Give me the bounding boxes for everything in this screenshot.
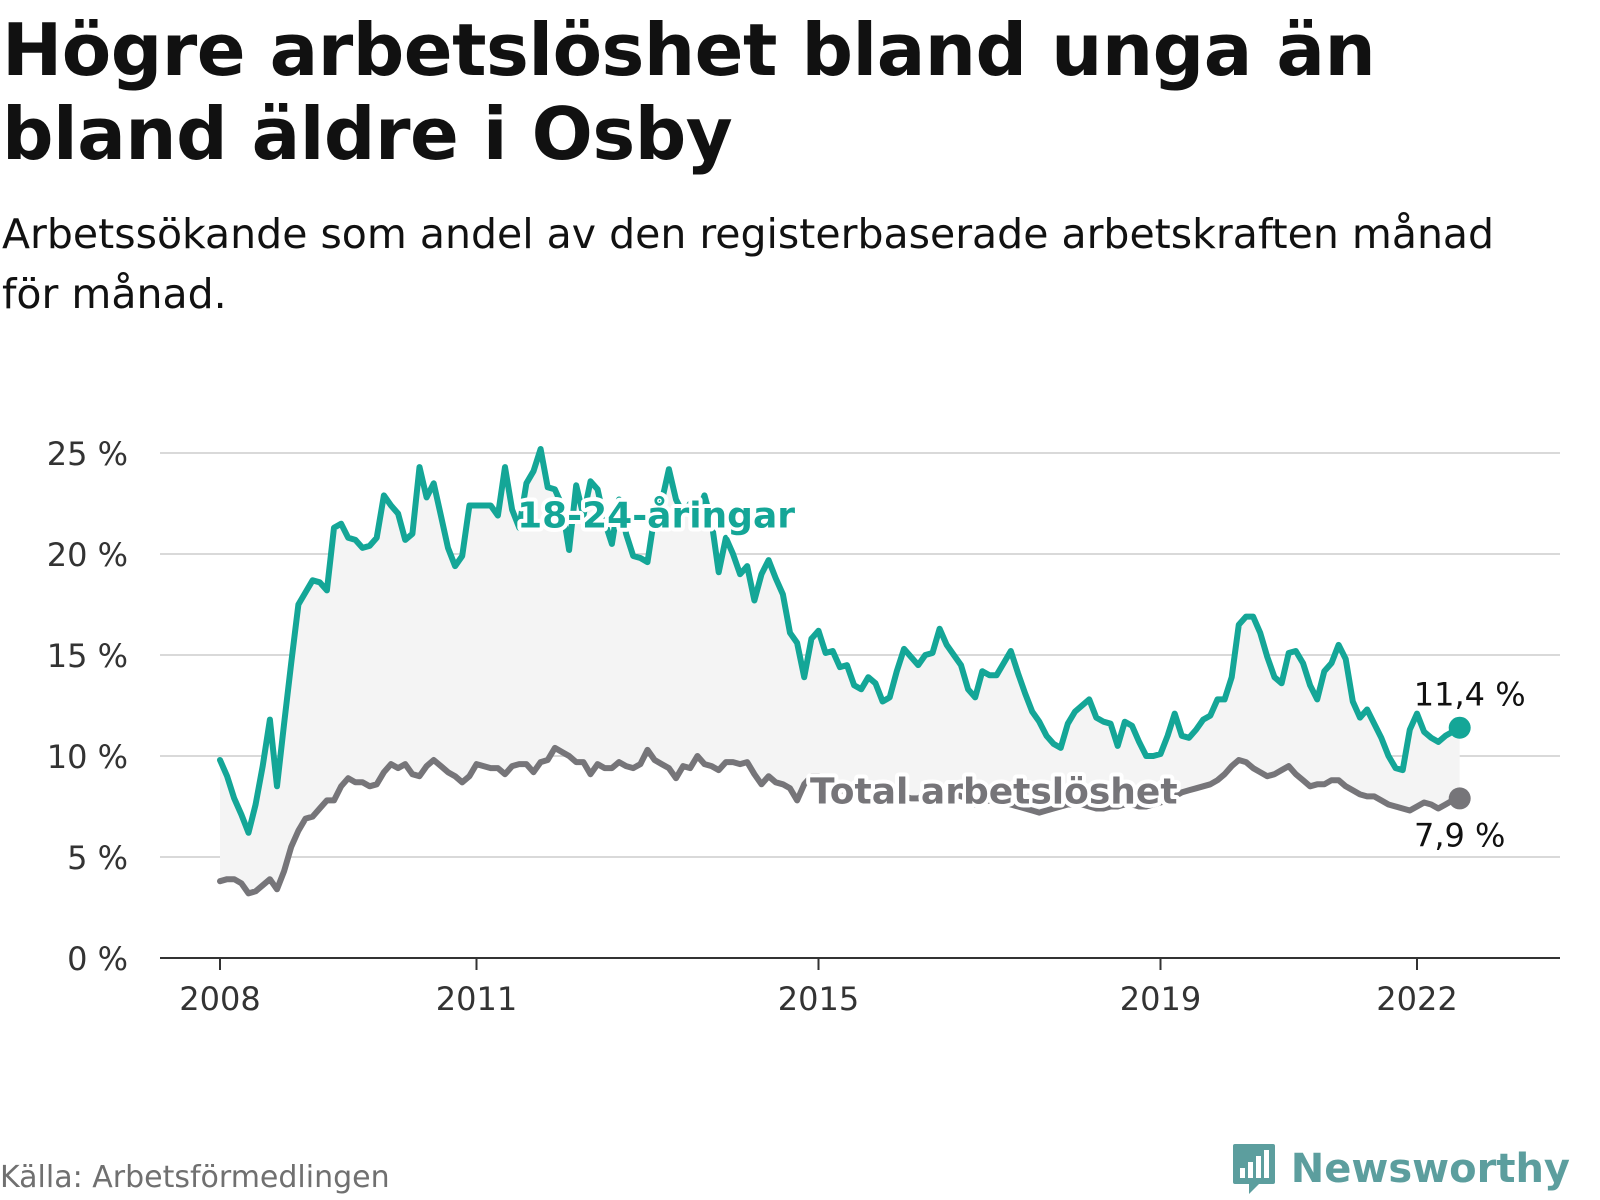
x-tick-label: 2008 <box>179 980 260 1018</box>
x-axis: 2008 2011 2015 2019 2022 <box>160 957 1560 1018</box>
brand-logo[interactable]: Newsworthy <box>1231 1142 1570 1196</box>
y-tick-label: 15 % <box>47 637 128 675</box>
y-tick-label: 20 % <box>47 536 128 574</box>
chart-subtitle: Arbetssökande som andel av den registerb… <box>2 210 1495 318</box>
end-point-total <box>1448 787 1471 810</box>
series-name-youth: 18-24-åringar <box>517 496 795 537</box>
series-lines <box>217 446 1471 897</box>
line-chart: 0 %5 %10 %15 %20 %25 % 2008 2011 2015 2019 2… <box>47 435 1560 1018</box>
brand-name: Newsworthy <box>1290 1146 1570 1192</box>
chart-title: Högre arbetslöshet bland unga än bland ä… <box>2 8 1376 176</box>
source-credit: Källa: Arbetsförmedlingen <box>0 1160 390 1195</box>
end-value-total: 7,9 % <box>1414 816 1505 854</box>
y-tick-label: 25 % <box>47 435 128 473</box>
y-tick-label: 0 % <box>67 940 128 978</box>
x-tick-label: 2019 <box>1120 980 1201 1018</box>
end-value-youth: 11,4 % <box>1414 676 1526 714</box>
end-point-youth <box>1448 716 1471 739</box>
gridlines: 0 % 5 % 10 % 15 % 20 % 25 % <box>47 435 1560 978</box>
series-line-youth <box>217 446 1463 836</box>
series-labels: 18-24-åringar Total arbetslöshet 11,4 % 7,9… <box>513 492 1526 855</box>
series-name-total: Total arbetslöshet <box>810 771 1178 812</box>
x-tick-label: 2011 <box>436 980 517 1018</box>
gap-band <box>220 449 1460 894</box>
newsworthy-logo-icon <box>1232 1144 1275 1194</box>
y-tick-label: 5 % <box>67 839 128 877</box>
x-tick-label: 2022 <box>1376 980 1457 1018</box>
series-line-total <box>217 744 1463 897</box>
x-tick-label: 2015 <box>778 980 859 1018</box>
y-tick-label: 10 % <box>47 738 128 776</box>
